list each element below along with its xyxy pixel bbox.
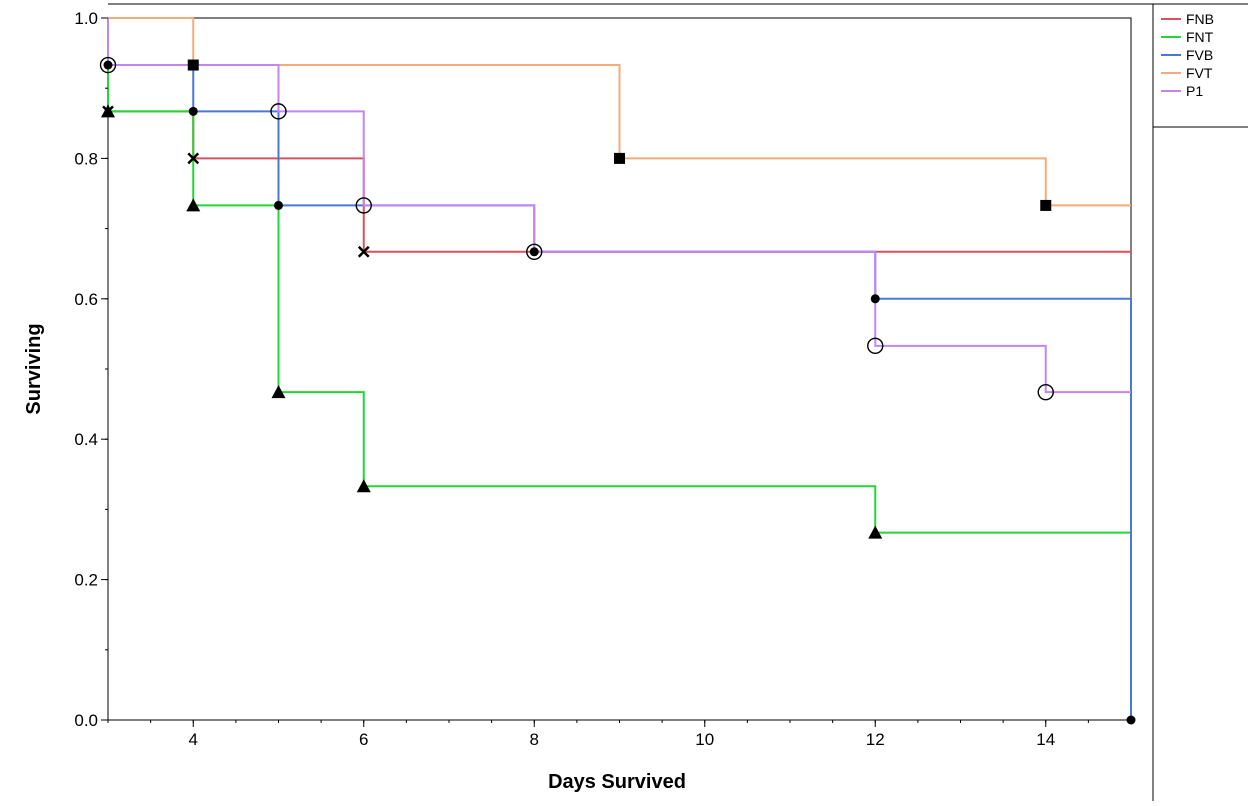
marker-fnt-point	[271, 385, 286, 399]
marker-fnb-point	[187, 152, 200, 165]
marker-fnt-point	[101, 104, 115, 118]
marker-fnt-point	[868, 525, 883, 539]
series-line-p1	[107, 18, 1131, 394]
marker-p1-point	[526, 243, 543, 260]
legend-label-fvb: FVB	[1186, 47, 1213, 63]
x-tick-label: 10	[695, 730, 714, 749]
x-tick-label: 4	[189, 730, 198, 749]
y-tick-label: 0.4	[74, 430, 98, 449]
marker-p1-point	[99, 56, 117, 74]
y-tick-label: 0.2	[74, 571, 98, 590]
marker-fvb-point	[274, 200, 283, 210]
legend: FNB FNT FVB FVT P1	[1161, 11, 1214, 99]
marker-p1-point	[867, 337, 884, 355]
marker-fvb-point	[529, 247, 539, 257]
y-tick-label: 0.0	[74, 711, 98, 730]
x-tick-label: 12	[866, 730, 885, 749]
marker-fvb-point	[188, 106, 198, 116]
marker-fnt-point	[186, 198, 201, 212]
marker-fnb-point	[357, 245, 370, 258]
marker-p1-point	[355, 197, 372, 214]
x-axis-label: Days Survived	[548, 771, 686, 793]
y-tick-label: 0.8	[74, 149, 98, 168]
series-markers	[99, 56, 1136, 725]
series-line-fvt	[108, 17, 1131, 207]
legend-label-fnt: FNT	[1186, 29, 1214, 45]
marker-fvb-point	[870, 294, 880, 304]
marker-fnt-point	[356, 479, 371, 493]
marker-fvt-point	[614, 152, 625, 164]
marker-fvt-point	[187, 59, 199, 71]
axes: 4 6 8 10 12 14 0.0 0.2 0.4 0.6 0.8 1.0	[74, 9, 1132, 749]
legend-label-p1: P1	[1186, 83, 1203, 99]
x-tick-label: 14	[1036, 730, 1055, 749]
legend-label-fnb: FNB	[1186, 11, 1214, 27]
legend-label-fvt: FVT	[1186, 65, 1213, 81]
y-axis-label: Surviving	[23, 323, 45, 414]
marker-fvb-point	[103, 60, 113, 70]
y-tick-label: 0.6	[74, 290, 98, 309]
x-tick-label: 6	[359, 730, 368, 749]
x-tick-label: 8	[530, 730, 539, 749]
y-tick-label: 1.0	[74, 9, 98, 28]
marker-p1-point	[270, 103, 287, 120]
marker-fvt-point	[1040, 199, 1052, 211]
marker-p1-point	[1037, 383, 1054, 401]
